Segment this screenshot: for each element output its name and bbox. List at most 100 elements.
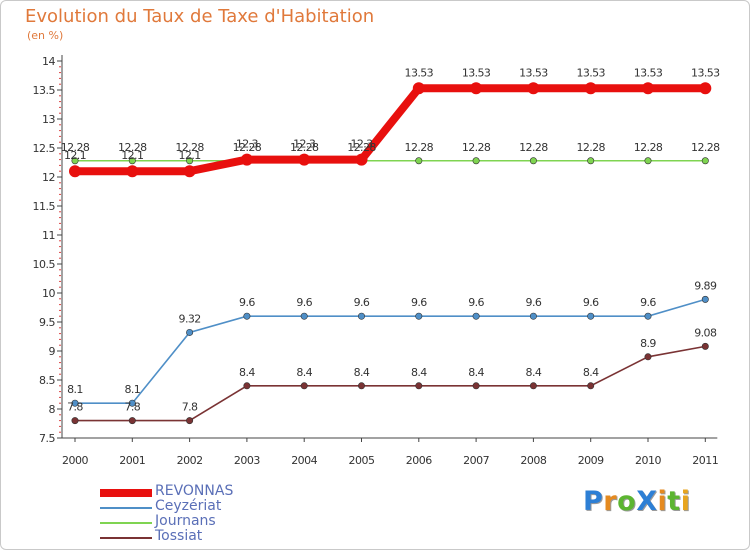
data-label: 12.1	[179, 149, 201, 162]
data-label: 9.6	[468, 296, 484, 309]
y-tick-label: 7.5	[39, 432, 55, 445]
logo-letter: r	[603, 486, 618, 517]
unit-label: (en %)	[27, 29, 64, 42]
data-point-revonnas	[527, 82, 540, 95]
data-label: 12.28	[462, 141, 491, 154]
data-point-ceyzeriat	[71, 399, 79, 407]
y-tick-label: 13.5	[33, 84, 56, 97]
data-label: 13.53	[634, 66, 663, 79]
logo-letter: t	[667, 486, 681, 517]
data-point-revonnas	[355, 153, 368, 166]
data-label: 13.53	[691, 66, 720, 79]
data-point-ceyzeriat	[186, 328, 194, 336]
logo-letter: i	[657, 486, 668, 517]
data-point-tossiat	[701, 342, 709, 350]
legend-label: REVONNAS	[155, 483, 234, 499]
data-point-revonnas	[699, 82, 712, 95]
data-label: 8.4	[354, 366, 370, 379]
data-label: 13.53	[462, 66, 491, 79]
data-point-journans	[587, 157, 595, 165]
x-tick-label: 2002	[177, 454, 203, 467]
data-point-revonnas	[126, 165, 139, 178]
data-point-ceyzeriat	[701, 295, 709, 303]
data-label: 7.8	[124, 401, 140, 414]
data-point-journans	[71, 157, 79, 165]
data-point-tossiat	[529, 382, 537, 390]
y-tick-label: 14	[42, 55, 55, 68]
x-tick-label: 2004	[291, 454, 317, 467]
x-tick-label: 2007	[463, 454, 489, 467]
y-tick-label: 12.5	[33, 142, 56, 155]
data-point-journans	[128, 157, 136, 165]
y-tick-label: 9	[49, 345, 56, 358]
data-point-tossiat	[472, 382, 480, 390]
data-point-revonnas	[470, 82, 483, 95]
data-point-tossiat	[243, 382, 251, 390]
data-label: 12.3	[293, 138, 316, 151]
data-point-ceyzeriat	[472, 312, 480, 320]
data-label: 8.4	[526, 366, 542, 379]
data-label: 8.9	[640, 337, 656, 350]
data-point-tossiat	[587, 382, 595, 390]
x-tick-label: 2006	[406, 454, 432, 467]
data-point-tossiat	[186, 417, 194, 425]
data-point-revonnas	[69, 165, 81, 178]
x-tick-label: 2005	[349, 454, 375, 467]
data-point-tossiat	[300, 382, 308, 390]
logo-letter: X	[636, 486, 658, 517]
data-label: 12.28	[634, 141, 663, 154]
data-point-journans	[472, 157, 480, 165]
data-point-tossiat	[71, 417, 79, 425]
data-label: 12.28	[691, 141, 720, 154]
y-tick-label: 12	[42, 171, 55, 184]
y-tick-label: 9.5	[39, 316, 55, 329]
data-label: 12.28	[405, 141, 434, 154]
legend-label: Tossiat	[155, 528, 203, 544]
y-tick-label: 11.5	[33, 200, 56, 213]
data-point-ceyzeriat	[587, 312, 595, 320]
x-tick-label: 2008	[520, 454, 546, 467]
y-tick-label: 8	[49, 403, 56, 416]
data-point-ceyzeriat	[128, 399, 136, 407]
data-point-journans	[644, 157, 652, 165]
data-point-tossiat	[357, 382, 365, 390]
data-point-revonnas	[584, 82, 597, 95]
data-label: 12.28	[61, 141, 90, 154]
data-point-journans	[701, 157, 709, 165]
data-label: 8.4	[411, 366, 427, 379]
data-label: 8.1	[124, 383, 140, 396]
logo-letter: o	[617, 486, 637, 517]
chart-title: Evolution du Taux de Taxe d'Habitation	[25, 6, 375, 27]
series-line-revonnas	[71, 84, 710, 176]
data-point-tossiat	[415, 382, 423, 390]
data-label: 12.28	[118, 141, 147, 154]
data-label: 12.28	[290, 141, 319, 154]
data-point-ceyzeriat	[529, 312, 537, 320]
data-label: 7.8	[67, 401, 83, 414]
data-point-journans	[529, 157, 537, 165]
y-tick-label: 8.5	[39, 374, 55, 387]
data-point-revonnas	[298, 153, 311, 166]
data-label: 12.28	[175, 141, 204, 154]
x-tick-label: 2011	[692, 454, 718, 467]
data-point-revonnas	[412, 82, 425, 95]
y-tick-label: 10	[42, 287, 55, 300]
data-label: 8.4	[468, 366, 484, 379]
data-label: 8.4	[239, 366, 255, 379]
data-point-ceyzeriat	[415, 312, 423, 320]
data-label: 9.6	[526, 296, 542, 309]
proxiti-logo: ProXiti	[583, 486, 690, 517]
data-point-tossiat	[644, 353, 652, 361]
y-tick-label: 10.5	[33, 258, 56, 271]
x-tick-label: 2001	[119, 454, 145, 467]
data-label: 13.53	[405, 66, 434, 79]
legend-swatch	[100, 522, 152, 524]
data-label: 12.28	[576, 141, 605, 154]
data-point-journans	[186, 157, 194, 165]
legend-swatch	[100, 507, 152, 509]
data-label: 12.1	[64, 149, 86, 162]
series-line-ceyzeriat	[75, 298, 706, 405]
data-point-revonnas	[642, 82, 654, 95]
legend-swatch	[100, 537, 152, 539]
